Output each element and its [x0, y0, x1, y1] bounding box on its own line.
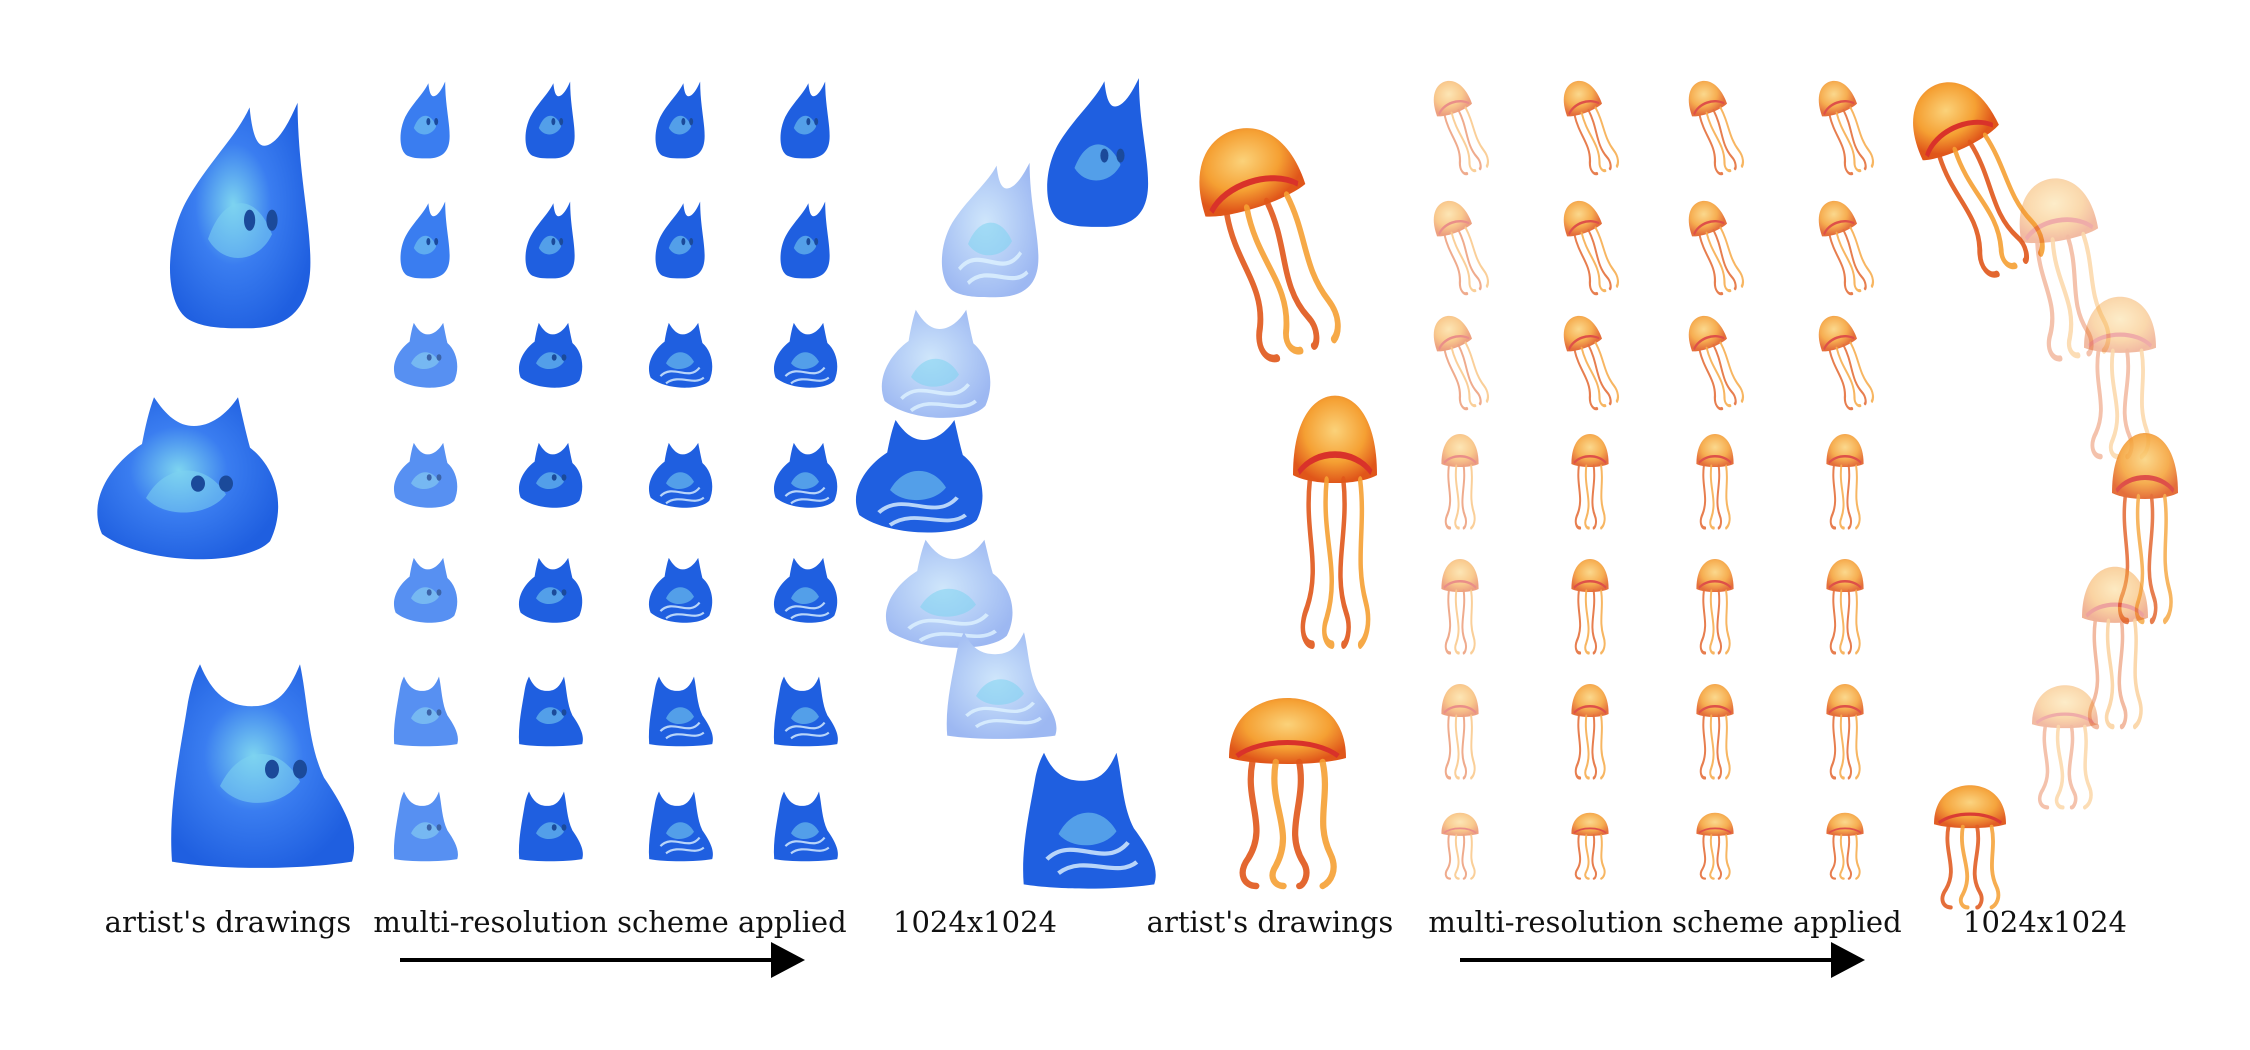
slime-grid-cell [780, 81, 830, 159]
jellyfish-scheme-label: multi-resolution scheme applied [1428, 905, 1902, 939]
slime-result-frame [881, 309, 991, 418]
jellyfish-arrow [1460, 942, 1865, 978]
jellyfish-result-frame [2032, 685, 2098, 810]
slime-grid-cell [655, 201, 705, 279]
slime-grid-cell [525, 201, 575, 279]
slime-grid-cell [393, 557, 458, 623]
jellyfish-grid-cell [1571, 812, 1609, 880]
slime-grid-cell [525, 81, 575, 159]
jellyfish-grid-cell [1826, 812, 1864, 880]
jellyfish-grid-cell [1433, 81, 1490, 176]
slime-scheme-label: multi-resolution scheme applied [373, 905, 847, 939]
slime-grid-cell [648, 442, 713, 508]
slime-grid-cell [773, 791, 838, 862]
slime-grid-cell [773, 442, 838, 508]
jellyfish-multires-grid [1433, 81, 1875, 880]
slime-result-frame [885, 539, 1013, 648]
slime-drawing [97, 397, 279, 560]
jellyfish-result-label: 1024x1024 [1963, 905, 2127, 939]
jellyfish-grid-cell [1563, 81, 1620, 176]
slime-grid-cell [780, 201, 830, 279]
slime-grid-cell [773, 676, 838, 747]
slime-grid-cell [655, 81, 705, 159]
jellyfish-1024-result [1913, 82, 2178, 910]
jellyfish-result-frame [1913, 82, 2045, 278]
slime-grid-cell [648, 557, 713, 623]
jellyfish-grid-cell [1818, 81, 1875, 176]
slime-grid-cell [400, 201, 450, 279]
jellyfish-grid-cell [1818, 201, 1875, 296]
jellyfish-drawing [1229, 698, 1346, 890]
jellyfish-grid-cell [1441, 812, 1479, 880]
slime-drawing [171, 664, 355, 868]
jellyfish-grid-cell [1826, 434, 1864, 530]
slime-artist-drawings [97, 102, 355, 868]
jellyfish-grid-cell [1688, 201, 1745, 296]
jellyfish-grid-cell [1433, 201, 1490, 296]
slime-multires-grid [393, 81, 838, 862]
slime-grid-cell [518, 676, 583, 747]
jellyfish-grid-cell [1571, 684, 1609, 780]
slime-grid-cell [648, 322, 713, 388]
slime-result-frame [855, 420, 983, 533]
slime-grid-cell [773, 322, 838, 388]
slime-grid-cell [648, 676, 713, 747]
jellyfish-drawing [1199, 128, 1341, 363]
jellyfish-result-frame [2084, 296, 2156, 460]
jellyfish-grid-cell [1688, 81, 1745, 176]
jellyfish-artist-drawings [1199, 128, 1377, 890]
jellyfish-grid-cell [1696, 684, 1734, 780]
slime-grid-cell [393, 442, 458, 508]
slime-1024-result [855, 78, 1156, 889]
slime-grid-cell [518, 442, 583, 508]
slime-result-frame [1047, 78, 1149, 227]
slime-grid-cell [393, 322, 458, 388]
jellyfish-grid-cell [1688, 316, 1745, 411]
slime-grid-cell [518, 791, 583, 862]
slime-grid-cell [400, 81, 450, 159]
slime-grid-cell [773, 557, 838, 623]
slime-result-frame [946, 632, 1057, 739]
slime-grid-cell [518, 322, 583, 388]
jellyfish-grid-cell [1826, 559, 1864, 655]
slime-result-frame [941, 162, 1039, 298]
jellyfish-drawings-label: artist's drawings [1146, 905, 1394, 939]
slime-grid-cell [518, 557, 583, 623]
jellyfish-grid-cell [1441, 434, 1479, 530]
slime-drawing [169, 102, 311, 329]
slime-result-label: 1024x1024 [893, 905, 1057, 939]
jellyfish-grid-cell [1696, 812, 1734, 880]
slime-drawings-label: artist's drawings [104, 905, 352, 939]
jellyfish-grid-cell [1696, 434, 1734, 530]
jellyfish-grid-cell [1571, 434, 1609, 530]
jellyfish-grid-cell [1826, 684, 1864, 780]
jellyfish-grid-cell [1433, 316, 1490, 411]
jellyfish-drawing [1293, 395, 1377, 649]
jellyfish-grid-cell [1441, 559, 1479, 655]
slime-grid-cell [648, 791, 713, 862]
slime-result-frame [1023, 752, 1156, 889]
jellyfish-grid-cell [1571, 559, 1609, 655]
slime-arrow [400, 942, 805, 978]
jellyfish-grid-cell [1441, 684, 1479, 780]
jellyfish-grid-cell [1696, 559, 1734, 655]
jellyfish-result-frame [1934, 785, 2006, 910]
jellyfish-grid-cell [1563, 201, 1620, 296]
jellyfish-grid-cell [1563, 316, 1620, 411]
jellyfish-grid-cell [1818, 316, 1875, 411]
slime-grid-cell [393, 676, 458, 747]
slime-grid-cell [393, 791, 458, 862]
